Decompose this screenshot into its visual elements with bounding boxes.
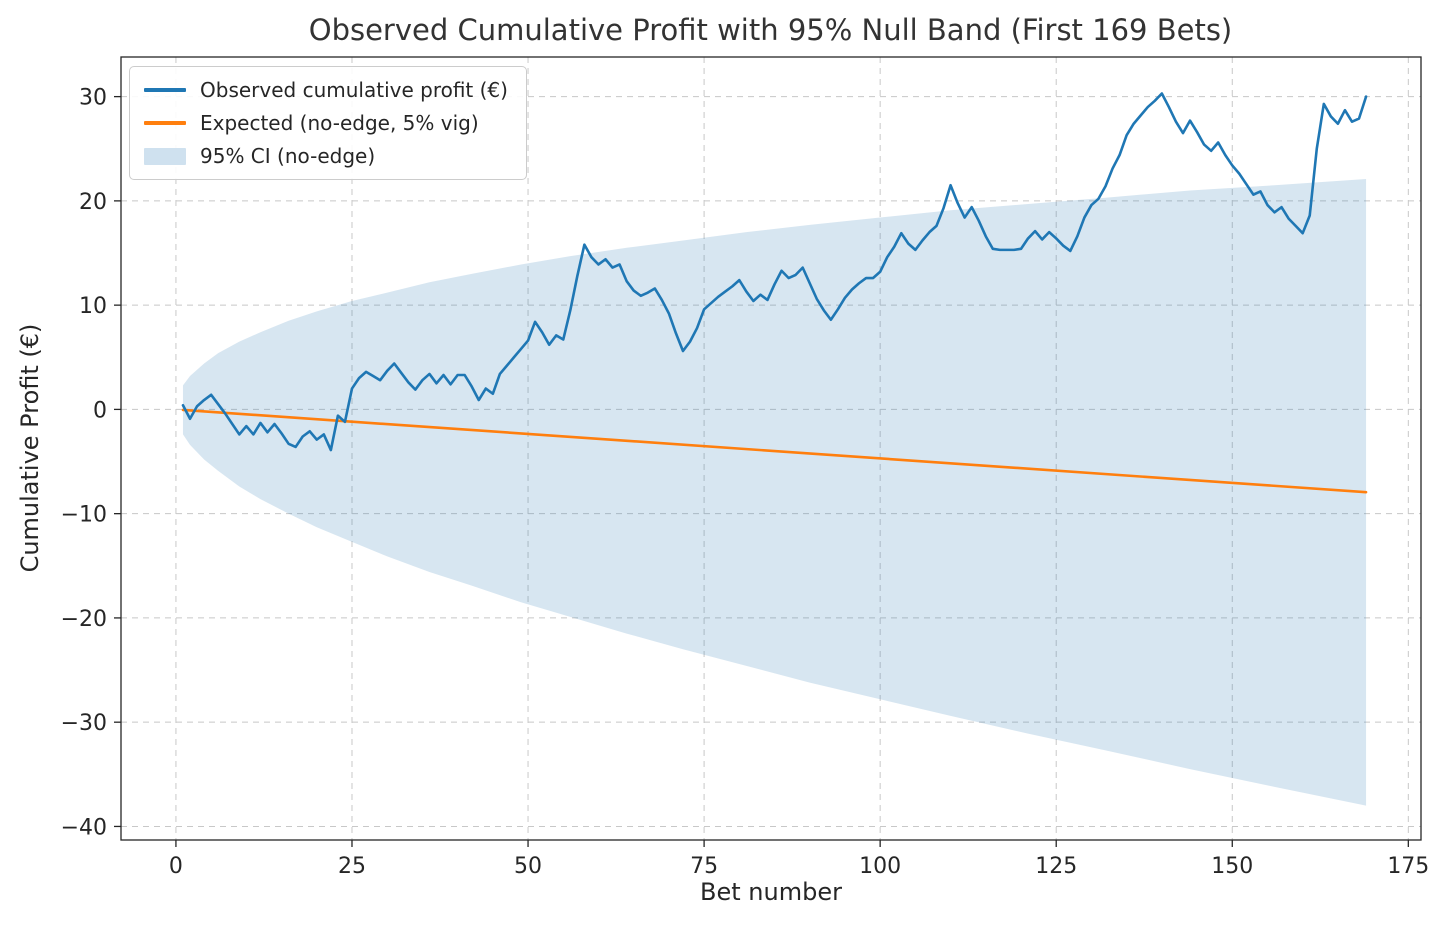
legend-label-observed: Observed cumulative profit (€) (200, 78, 508, 102)
legend-swatch-1 (144, 121, 186, 125)
y-tick-label: 0 (93, 398, 107, 423)
y-tick-label: −20 (61, 607, 107, 632)
legend-item-observed: Observed cumulative profit (€) (144, 79, 508, 101)
y-tick-label: −30 (61, 711, 107, 736)
x-tick-label: 100 (859, 854, 901, 879)
y-tick-label: −10 (61, 503, 107, 528)
x-tick-label: 25 (338, 854, 366, 879)
y-tick-label: −40 (61, 815, 107, 840)
legend-label-ci-band: 95% CI (no-edge) (200, 144, 376, 168)
y-tick-label: 30 (79, 86, 107, 111)
x-tick-label: 75 (690, 854, 718, 879)
x-tick-label: 0 (169, 854, 183, 879)
x-tick-label: 125 (1035, 854, 1077, 879)
x-axis-label: Bet number (700, 878, 842, 906)
legend-label-expected: Expected (no-edge, 5% vig) (200, 111, 479, 135)
x-tick-label: 50 (514, 854, 542, 879)
y-tick-label: 20 (79, 190, 107, 215)
legend-item-expected: Expected (no-edge, 5% vig) (144, 112, 508, 134)
legend: Observed cumulative profit (€) Expected … (129, 66, 527, 180)
legend-swatch-2 (144, 147, 186, 165)
x-tick-label: 150 (1211, 854, 1253, 879)
legend-item-ci-band: 95% CI (no-edge) (144, 145, 508, 167)
legend-swatch-0 (144, 88, 186, 92)
chart-title: Observed Cumulative Profit with 95% Null… (308, 13, 1233, 47)
x-tick-label: 175 (1387, 854, 1429, 879)
y-tick-label: 10 (79, 294, 107, 319)
